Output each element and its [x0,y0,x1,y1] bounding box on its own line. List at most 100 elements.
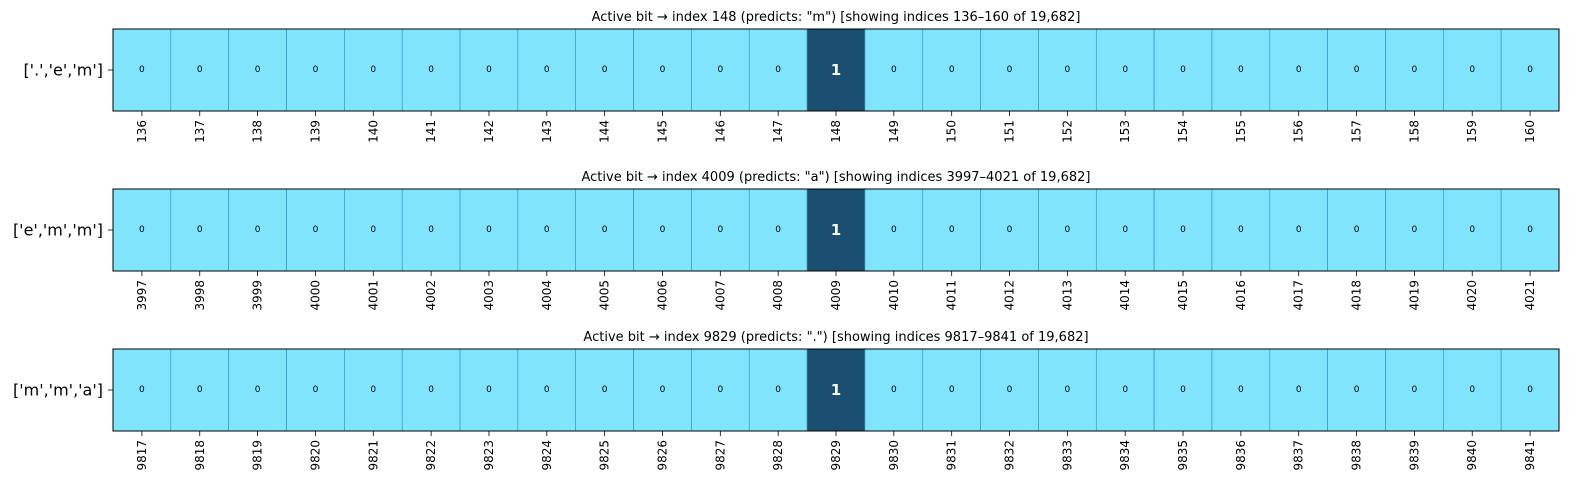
x-tick-label: 4003 [482,280,496,311]
cell-9828 [748,348,808,432]
x-tick-label: 4019 [1407,280,1421,311]
x-tick-label: 4011 [945,280,959,311]
x-tick-label: 4012 [1003,280,1017,311]
x-tick-label: 138 [251,120,265,143]
cell-9824 [517,348,577,432]
row-label: ['m','m','a'] [13,381,103,400]
x-tick-label: 9823 [482,440,496,471]
cell-151 [980,28,1039,112]
cell-value-label: 0 [370,385,376,395]
cell-value-label: 0 [949,65,955,75]
cell-value-label: 0 [1064,385,1070,395]
x-tick-label: 9837 [1292,440,1306,471]
cell-141 [401,28,461,112]
cell-9817 [112,348,172,432]
cell-9838 [1327,348,1386,432]
x-tick-label: 4002 [424,280,438,311]
x-tick-label: 148 [829,120,843,143]
cell-value-label: 0 [602,65,608,75]
cell-value-label: 0 [313,385,319,395]
cell-4021 [1500,188,1560,272]
x-tick-label: 4018 [1350,280,1364,311]
cell-150 [922,28,981,112]
panel-title: Active bit → index 9829 (predicts: ".") … [583,330,1088,345]
cell-9826 [633,348,692,432]
cell-4017 [1269,188,1328,272]
cells-group: 0 0 0 0 0 0 0 0 0 0 0 0 1 0 0 0 0 0 0 0 0 0 0 0 0 [112,348,1560,432]
x-tick-label: 142 [482,120,496,143]
x-tick-label: 9829 [829,440,843,471]
cell-value-label: 0 [139,225,145,235]
cell-value-label: 0 [775,65,781,75]
cell-value-label: 1 [831,221,841,239]
cell-4002 [401,188,461,272]
cell-value-label: 0 [949,385,955,395]
cell-value-label: 0 [1238,385,1244,395]
cell-value-label: 0 [660,385,666,395]
cell-value-label: 0 [1180,225,1186,235]
cell-value-label: 0 [1296,225,1302,235]
x-tick-label: 9835 [1176,440,1190,471]
cell-value-label: 0 [486,65,492,75]
cell-value-label: 0 [660,65,666,75]
x-tick-label: 152 [1060,120,1074,143]
x-tick-label: 151 [1003,120,1017,143]
cell-value-label: 0 [1122,225,1128,235]
cell-value-label: 0 [775,225,781,235]
x-tick-label: 4013 [1060,280,1074,311]
x-tick-label: 137 [193,120,207,143]
cell-160 [1500,28,1560,112]
x-tick-label: 4015 [1176,280,1190,311]
cell-139 [286,28,345,112]
x-tick-label: 157 [1350,120,1364,143]
cell-value-label: 0 [1412,65,1418,75]
x-tick-label: 4010 [887,280,901,311]
x-tick-label: 9819 [251,440,265,471]
cell-4019 [1385,188,1444,272]
cell-value-label: 0 [1122,385,1128,395]
panel-frame [112,28,1560,112]
cell-9834 [1095,348,1155,432]
cell-9832 [980,348,1039,432]
cell-value-label: 0 [1007,385,1013,395]
panel-2: Active bit → index 9829 (predicts: ".") … [13,330,1560,471]
cell-value-label: 0 [891,225,897,235]
cell-value-label: 0 [1064,225,1070,235]
x-tick-label: 9818 [193,440,207,471]
cell-value-label: 0 [544,65,550,75]
cell-9830 [864,348,924,432]
x-tick-label: 9821 [366,440,380,471]
cell-value-label: 0 [139,65,145,75]
x-tick-label: 154 [1176,120,1190,143]
x-tick-label: 160 [1523,120,1537,143]
cell-value-label: 0 [544,385,550,395]
x-tick-label: 4008 [771,280,785,311]
x-tick-label: 143 [540,120,554,143]
cell-140 [344,28,403,112]
x-tick-label: 9840 [1465,440,1479,471]
cell-value-label: 0 [139,385,145,395]
cells-group: 0 0 0 0 0 0 0 0 0 0 0 0 1 0 0 0 0 0 0 0 0 0 0 0 0 [112,28,1560,112]
cell-4004 [517,188,577,272]
cell-4009 [806,188,866,272]
x-tick-label: 9836 [1234,440,1248,471]
cell-4001 [344,188,403,272]
cell-145 [633,28,692,112]
cell-148 [806,28,866,112]
cell-4016 [1211,188,1271,272]
cell-9820 [286,348,345,432]
cell-value-label: 0 [428,385,434,395]
cell-value-label: 0 [1469,385,1475,395]
cell-9837 [1269,348,1328,432]
cell-9836 [1211,348,1271,432]
panel-title: Active bit → index 148 (predicts: "m") [… [592,10,1081,25]
cell-value-label: 0 [1412,385,1418,395]
cell-153 [1095,28,1155,112]
x-tick-label: 3999 [251,280,265,311]
x-tick-label: 156 [1292,120,1306,143]
x-tick-label: 9827 [713,440,727,471]
cell-value-label: 0 [255,385,261,395]
cell-9822 [401,348,461,432]
cell-value-label: 0 [255,225,261,235]
cell-137 [170,28,229,112]
